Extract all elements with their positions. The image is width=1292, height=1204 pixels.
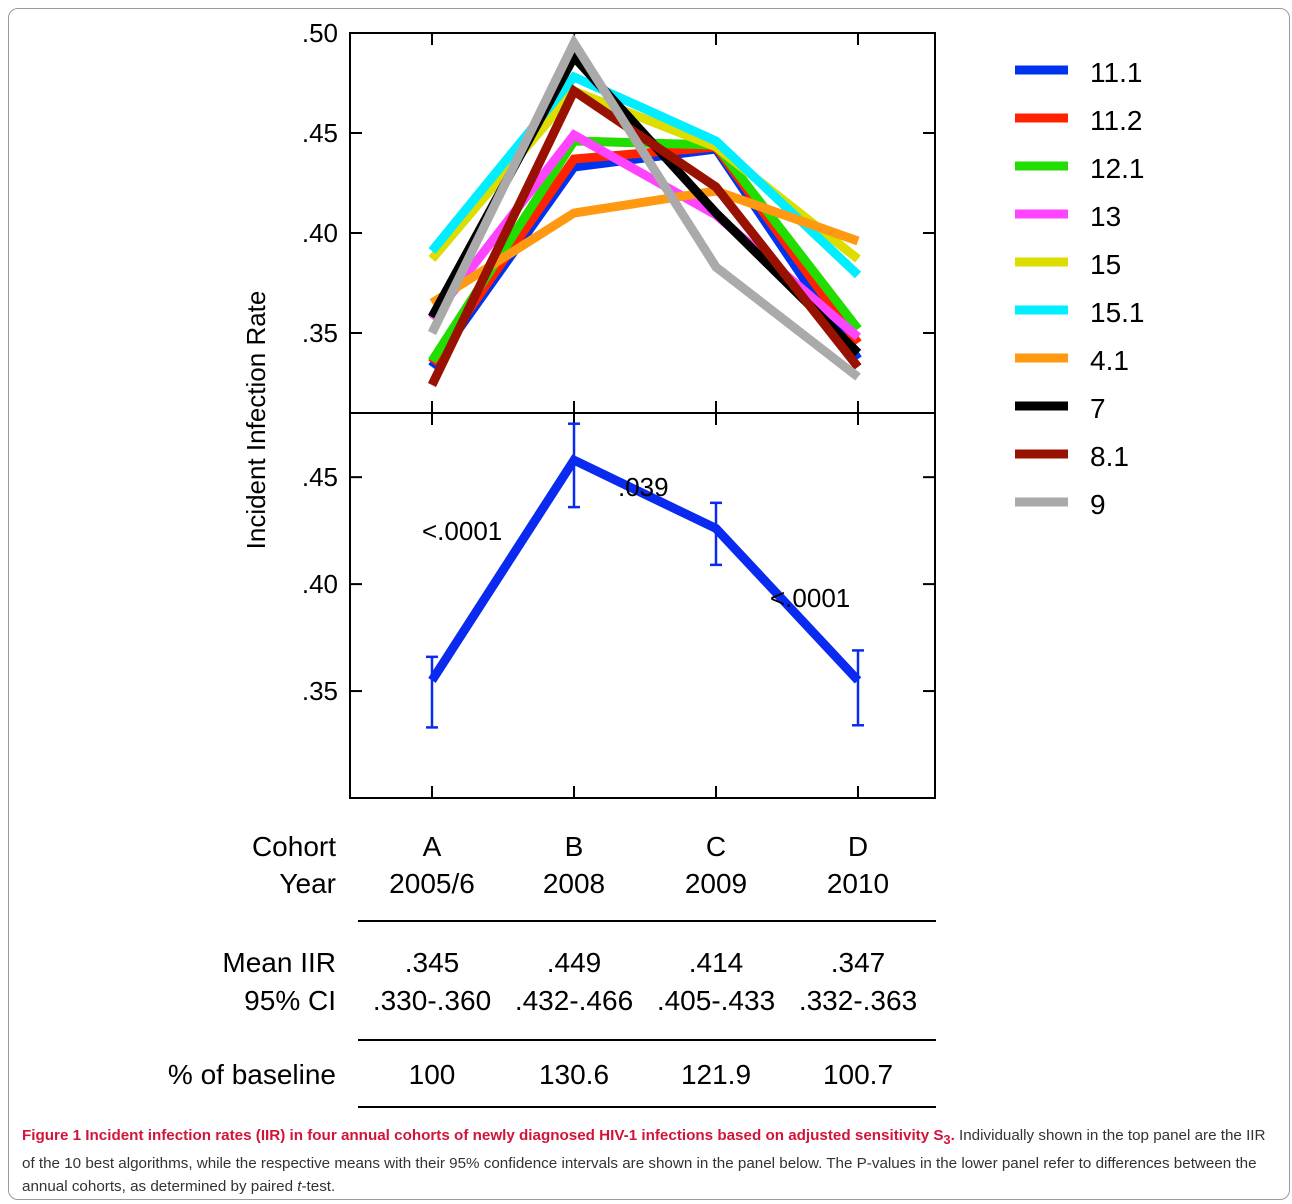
legend: 11.1 11.2 12.1 13 15 15.1 4.1 7 8.1 9 <box>1015 57 1145 520</box>
legend-label: 11.1 <box>1090 57 1142 88</box>
cell-mean: .449 <box>547 947 602 978</box>
row-label-cohort: Cohort <box>252 831 336 862</box>
row-label-mean: Mean IIR <box>222 947 336 978</box>
cell-ci: .332-.363 <box>799 985 917 1016</box>
series-line-4-1 <box>429 186 860 307</box>
cell-baseline: 100 <box>409 1059 456 1090</box>
cell-mean: .345 <box>405 947 460 978</box>
cell-year: 2009 <box>685 868 747 899</box>
series-line-13 <box>428 129 861 341</box>
p-value-annotation: .039 <box>618 472 669 502</box>
figure-frame <box>8 8 1290 1200</box>
legend-item-11-2: 11.2 <box>1015 105 1142 136</box>
legend-label: 8.1 <box>1090 441 1129 472</box>
p-value-annotation: <.0001 <box>770 583 850 613</box>
legend-item-13: 13 <box>1015 201 1121 232</box>
bottom-ytick-label: .45 <box>302 462 338 492</box>
legend-item-12-1: 12.1 <box>1015 153 1145 184</box>
row-label-ci: 95% CI <box>244 985 336 1016</box>
cell-year: 2005/6 <box>389 868 475 899</box>
legend-label: 13 <box>1090 201 1121 232</box>
top-panel: .50 .45 .40 .35 <box>302 18 936 414</box>
legend-label: 15 <box>1090 249 1121 280</box>
cell-cohort: A <box>423 831 442 862</box>
cell-year: 2010 <box>827 868 889 899</box>
legend-item-8-1: 8.1 <box>1015 441 1129 472</box>
cell-mean: .414 <box>689 947 744 978</box>
legend-item-7: 7 <box>1015 393 1106 424</box>
legend-label: 9 <box>1090 489 1106 520</box>
legend-label: 12.1 <box>1090 153 1145 184</box>
top-ytick-label: .50 <box>302 18 338 48</box>
legend-label: 11.2 <box>1090 105 1142 136</box>
bottom-ytick-label: .40 <box>302 569 338 599</box>
cell-mean: .347 <box>831 947 886 978</box>
cell-cohort: D <box>848 831 868 862</box>
cell-cohort: B <box>565 831 584 862</box>
figure-caption: Figure 1 Incident infection rates (IIR) … <box>22 1124 1277 1198</box>
row-label-baseline: % of baseline <box>168 1059 336 1090</box>
legend-item-4-1: 4.1 <box>1015 345 1129 376</box>
legend-item-15: 15 <box>1015 249 1121 280</box>
cell-ci: .432-.466 <box>515 985 633 1016</box>
y-axis-label: Incident Infection Rate <box>241 291 271 550</box>
legend-label: 15.1 <box>1090 297 1145 328</box>
series-line-8-1 <box>427 84 862 387</box>
cell-cohort: C <box>706 831 726 862</box>
top-ytick-label: .35 <box>302 318 338 348</box>
top-ytick-label: .40 <box>302 218 338 248</box>
legend-label: 7 <box>1090 393 1106 424</box>
cell-baseline: 121.9 <box>681 1059 751 1090</box>
row-label-year: Year <box>279 868 336 899</box>
chart-panels: .50 .45 .40 .35 .45 .40 .35 <.0001 .039 <.0001 <box>302 18 936 799</box>
bottom-plot-frame <box>349 412 936 799</box>
p-value-annotation: <.0001 <box>422 516 502 546</box>
cell-baseline: 130.6 <box>539 1059 609 1090</box>
series-line-15-1 <box>428 71 862 279</box>
bottom-ytick-label: .35 <box>302 676 338 706</box>
top-ytick-label: .45 <box>302 118 338 148</box>
series-line-9 <box>427 33 861 381</box>
legend-item-9: 9 <box>1015 489 1106 520</box>
mean-line <box>428 454 862 684</box>
legend-item-11-1: 11.1 <box>1015 57 1142 88</box>
legend-label: 4.1 <box>1090 345 1129 376</box>
cell-ci: .405-.433 <box>657 985 775 1016</box>
figure-chart: .50 .45 .40 .35 .45 .40 .35 <.0001 .039 <.0001 In… <box>168 18 1145 1108</box>
stats-table: Cohort A B C D Year 2005/6 2008 2009 2010 Mean IIR… <box>168 831 936 1108</box>
cell-baseline: 100.7 <box>823 1059 893 1090</box>
bottom-panel: .45 .40 .35 <.0001 .039 <.0001 <box>302 412 936 799</box>
cell-year: 2008 <box>543 868 605 899</box>
caption-body: Individually shown in the top panel are … <box>22 1127 1266 1196</box>
cell-ci: .330-.360 <box>373 985 491 1016</box>
caption-title: Figure 1 Incident infection rates (IIR) … <box>22 1127 955 1148</box>
legend-item-15-1: 15.1 <box>1015 297 1145 328</box>
